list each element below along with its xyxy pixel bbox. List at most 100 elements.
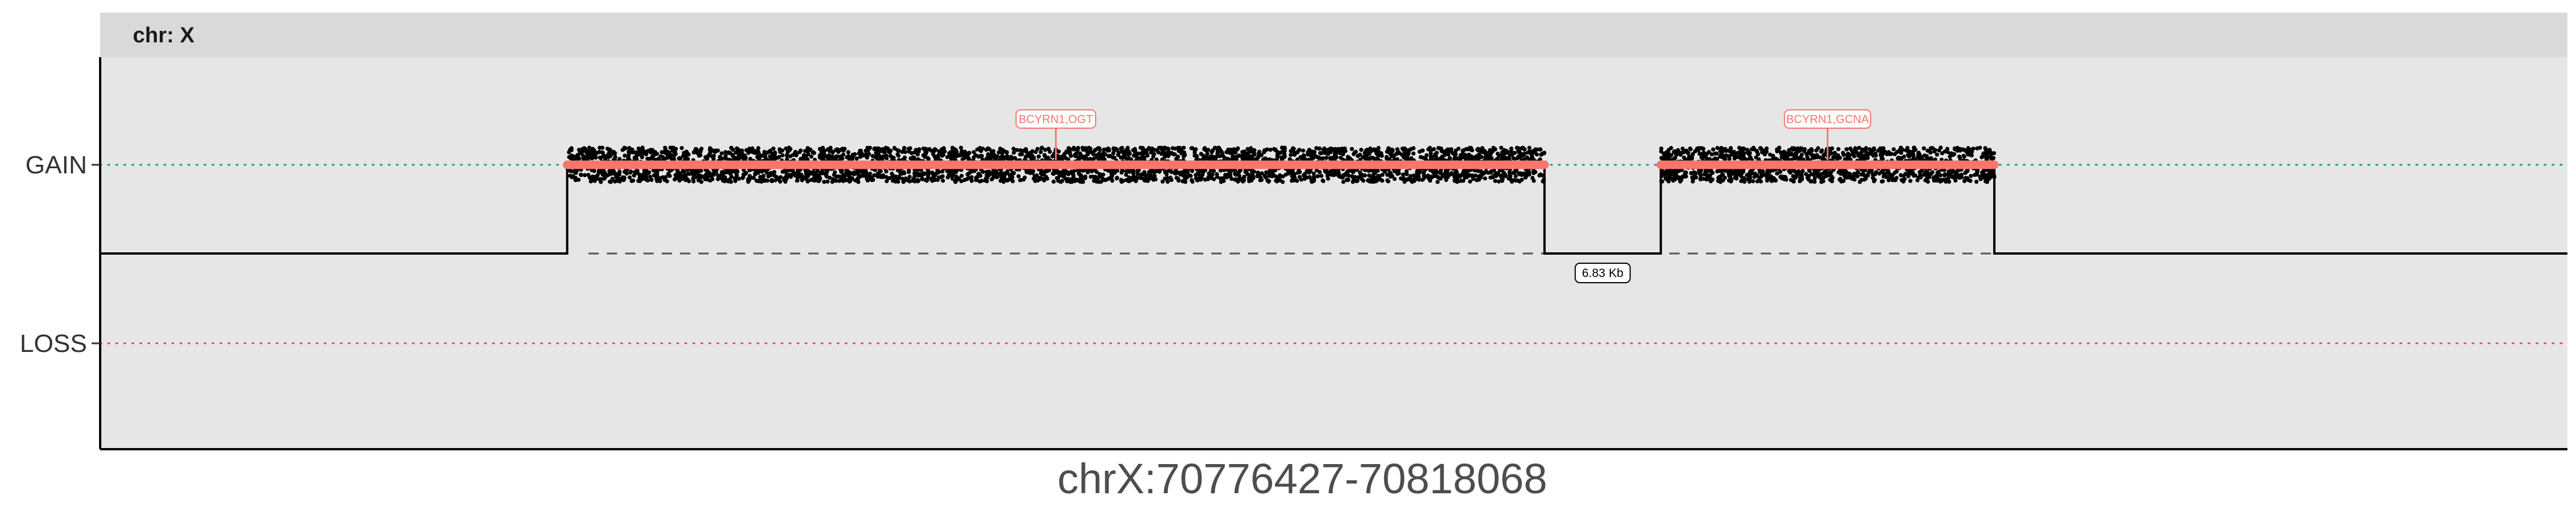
data-point [1397,171,1401,176]
data-point [1923,171,1927,175]
data-point [1809,172,1814,176]
data-point [1143,173,1148,177]
data-point [1036,154,1041,159]
data-point [1475,147,1480,152]
data-point [1476,152,1481,157]
data-point [1468,146,1472,151]
data-point [1200,173,1205,177]
data-point [693,169,697,173]
data-point [740,176,745,180]
data-point [681,153,685,158]
data-point [1325,173,1330,178]
data-point [971,150,976,154]
data-point [1740,146,1745,150]
data-point [1005,178,1010,183]
data-point [1173,146,1178,151]
data-point [1178,172,1183,177]
data-point [1317,170,1322,175]
data-point [1160,146,1164,151]
data-point [1493,146,1498,151]
data-point [1437,146,1441,150]
data-point [923,172,927,176]
data-point [1311,171,1316,176]
data-point [987,169,991,174]
data-point [637,152,641,157]
data-point [1033,149,1038,154]
data-point [1935,172,1940,177]
data-point [1733,154,1738,159]
data-point [1429,157,1433,161]
data-point [1905,145,1910,150]
data-point [879,148,884,153]
data-point [1057,172,1061,176]
data-point [812,150,816,155]
data-point [1282,145,1287,150]
data-point [841,152,846,157]
data-point [1787,169,1791,173]
data-point [1388,171,1393,176]
data-point [1247,175,1252,179]
data-point [1983,146,1988,150]
data-point [1931,175,1936,180]
data-point [1480,146,1485,151]
data-point [741,153,745,157]
data-point [645,178,650,183]
data-point [899,171,904,176]
data-point [1242,175,1247,179]
data-point [772,173,777,178]
data-point [1215,152,1220,156]
data-point [1025,170,1029,175]
data-point [1768,169,1773,173]
data-point [1532,150,1537,155]
data-point [1758,146,1763,150]
data-point [1139,172,1144,177]
data-point [1389,150,1393,155]
data-point [1445,149,1449,153]
data-point [953,179,957,183]
data-point [1947,170,1952,175]
data-point [1005,150,1009,155]
data-point [1514,174,1518,179]
data-point [1101,150,1106,155]
data-point [699,175,704,180]
data-point [804,174,809,179]
data-point [1024,154,1028,159]
data-point [724,177,729,182]
data-point [822,180,827,184]
data-point [1524,155,1530,160]
data-point [1136,176,1140,180]
data-point [1509,146,1514,151]
data-point [1332,156,1337,160]
data-point [1659,146,1664,151]
data-point [1097,148,1103,152]
data-point [1351,170,1356,175]
data-point [1696,148,1701,152]
data-point [1356,154,1360,159]
data-point [1812,180,1817,184]
data-point [1116,153,1121,157]
data-point [622,153,627,158]
data-point [698,153,703,157]
data-point [1124,148,1128,153]
data-point [1672,171,1676,175]
data-point [1119,180,1124,184]
data-point [1855,174,1860,179]
data-point [1004,171,1009,176]
data-point [863,148,868,153]
data-point [1014,148,1020,152]
data-point [1121,155,1125,160]
data-point [1267,173,1271,179]
data-point [1816,168,1821,173]
data-point [1092,156,1096,161]
data-point [1033,179,1037,183]
data-point [1361,179,1366,183]
data-point [1666,169,1672,173]
data-point [1517,179,1522,184]
data-point [1870,149,1874,154]
data-point [895,177,900,182]
data-point [940,169,945,174]
data-point [1135,156,1140,160]
data-point [984,157,989,161]
data-point [923,146,927,151]
data-point [1506,150,1510,154]
